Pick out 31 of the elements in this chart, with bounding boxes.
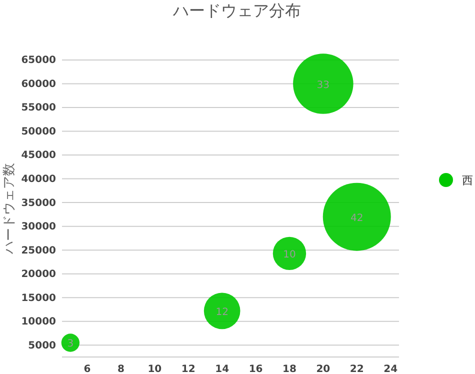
y-tick-label: 5000 <box>28 340 56 352</box>
y-axis-title: ハードウェア数 <box>2 163 17 255</box>
data-label: 12 <box>216 306 228 318</box>
y-tick-label: 30000 <box>21 222 56 233</box>
x-tick-label: 12 <box>181 364 196 374</box>
data-label: 33 <box>316 80 330 91</box>
y-tick-label: 50000 <box>21 126 56 138</box>
y-tick-label: 20000 <box>21 269 56 280</box>
y-tick-label: 60000 <box>21 78 56 90</box>
chart-title: ハードウェア分布 <box>172 1 301 20</box>
y-tick-label: 65000 <box>21 55 56 66</box>
x-tick-label: 6 <box>84 364 91 374</box>
x-tick-label: 14 <box>215 364 230 374</box>
legend-label: 西 <box>462 174 473 187</box>
y-tick-label: 55000 <box>21 102 56 114</box>
y-tick-label: 25000 <box>21 245 56 256</box>
x-tick-label: 16 <box>248 364 263 374</box>
x-tick-label: 24 <box>384 364 398 374</box>
data-label: 42 <box>350 212 364 224</box>
y-tick-label: 45000 <box>21 150 56 162</box>
x-tick-label: 18 <box>282 364 296 374</box>
y-tick-label: 40000 <box>21 174 56 185</box>
y-tick-label: 15000 <box>21 292 56 304</box>
data-label: 3 <box>67 338 74 350</box>
x-tick-label: 22 <box>350 364 364 374</box>
x-tick-label: 20 <box>316 364 330 374</box>
x-tick-label: 10 <box>148 364 162 374</box>
y-tick-label: 10000 <box>21 316 56 328</box>
y-tick-label: 35000 <box>21 198 56 209</box>
x-tick-label: 8 <box>117 364 124 374</box>
data-label: 10 <box>283 249 296 260</box>
